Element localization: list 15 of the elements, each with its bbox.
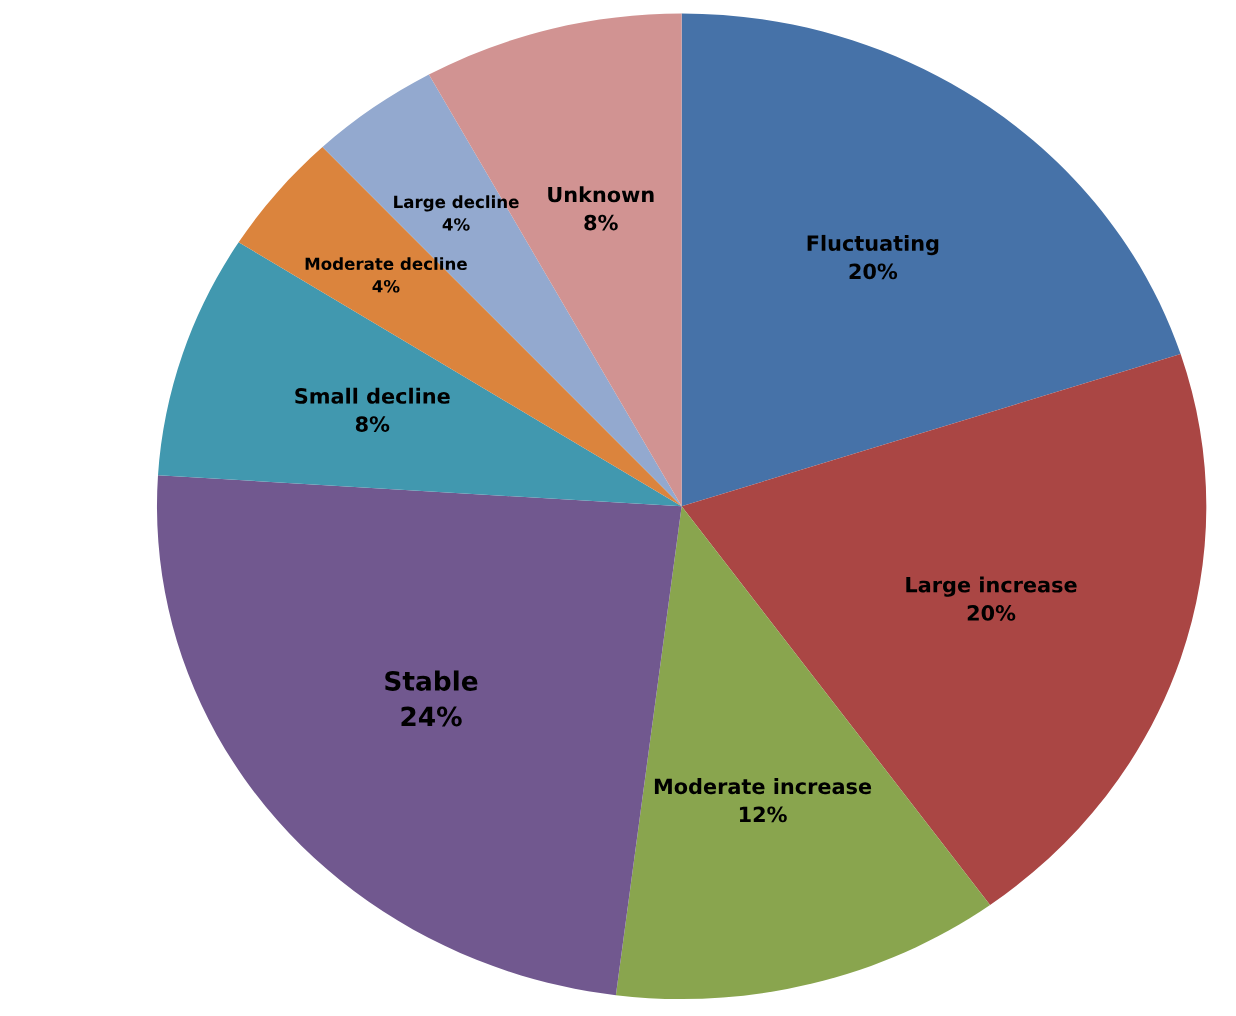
slice-label: Moderate increase — [654, 778, 872, 795]
data-label: 4% — [372, 279, 400, 293]
slice-label: Small decline — [295, 387, 450, 404]
slice-label: Unknown — [548, 186, 654, 203]
slice-label: Stable — [385, 670, 478, 691]
slice-label: Fluctuating — [807, 234, 939, 256]
data-label: 12% — [739, 806, 787, 823]
slice-label: Large increase — [906, 576, 1077, 597]
data-label: 20% — [967, 605, 1016, 621]
slice-label: Large decline — [394, 195, 519, 212]
data-label: 24% — [401, 706, 462, 727]
data-label: 4% — [442, 218, 470, 231]
data-label: 8% — [355, 416, 390, 432]
data-label: 8% — [584, 214, 618, 231]
data-label: 20% — [849, 263, 898, 280]
